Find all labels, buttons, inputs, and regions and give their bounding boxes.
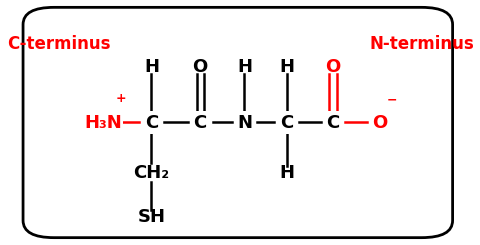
Text: −: − [387,94,397,107]
Text: O: O [192,58,208,76]
Text: C: C [193,113,207,132]
Text: O: O [372,113,387,132]
Text: H₃N: H₃N [84,113,121,132]
Text: SH: SH [137,208,166,226]
Text: H: H [279,164,294,182]
Text: C-terminus: C-terminus [7,35,110,53]
Text: H: H [144,58,159,76]
Text: C: C [145,113,158,132]
FancyBboxPatch shape [23,7,453,238]
Text: C: C [280,113,293,132]
Text: H: H [237,58,252,76]
Text: H: H [279,58,294,76]
Text: CH₂: CH₂ [133,164,169,182]
Text: +: + [115,91,126,105]
Text: C: C [326,113,340,132]
Text: N: N [237,113,252,132]
Text: O: O [325,58,341,76]
Text: N-terminus: N-terminus [369,35,474,53]
